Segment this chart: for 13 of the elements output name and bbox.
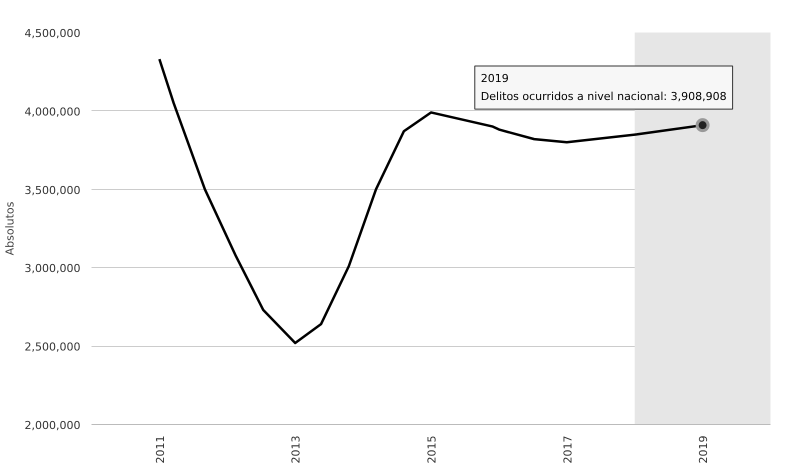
x-tick-label: 2013	[290, 435, 303, 464]
x-tick-label: 2015	[426, 435, 438, 464]
x-tick-label: 2011	[154, 435, 167, 464]
y-tick-label: 3,500,000	[24, 184, 80, 197]
y-tick-label: 4,000,000	[24, 105, 80, 118]
y-tick-label: 2,500,000	[24, 340, 80, 354]
y-tick-label: 2,000,000	[24, 419, 80, 432]
x-tick-label: 2019	[697, 435, 710, 464]
x-tick-label: 2017	[561, 435, 574, 464]
y-axis-title: Absolutos	[4, 201, 17, 256]
y-tick-label: 4,500,000	[24, 27, 80, 40]
annotation: 2019 Delitos ocurridos a nivel nacional: 3,908,908	[480, 72, 727, 104]
y-tick-label: 3,000,000	[24, 262, 80, 276]
